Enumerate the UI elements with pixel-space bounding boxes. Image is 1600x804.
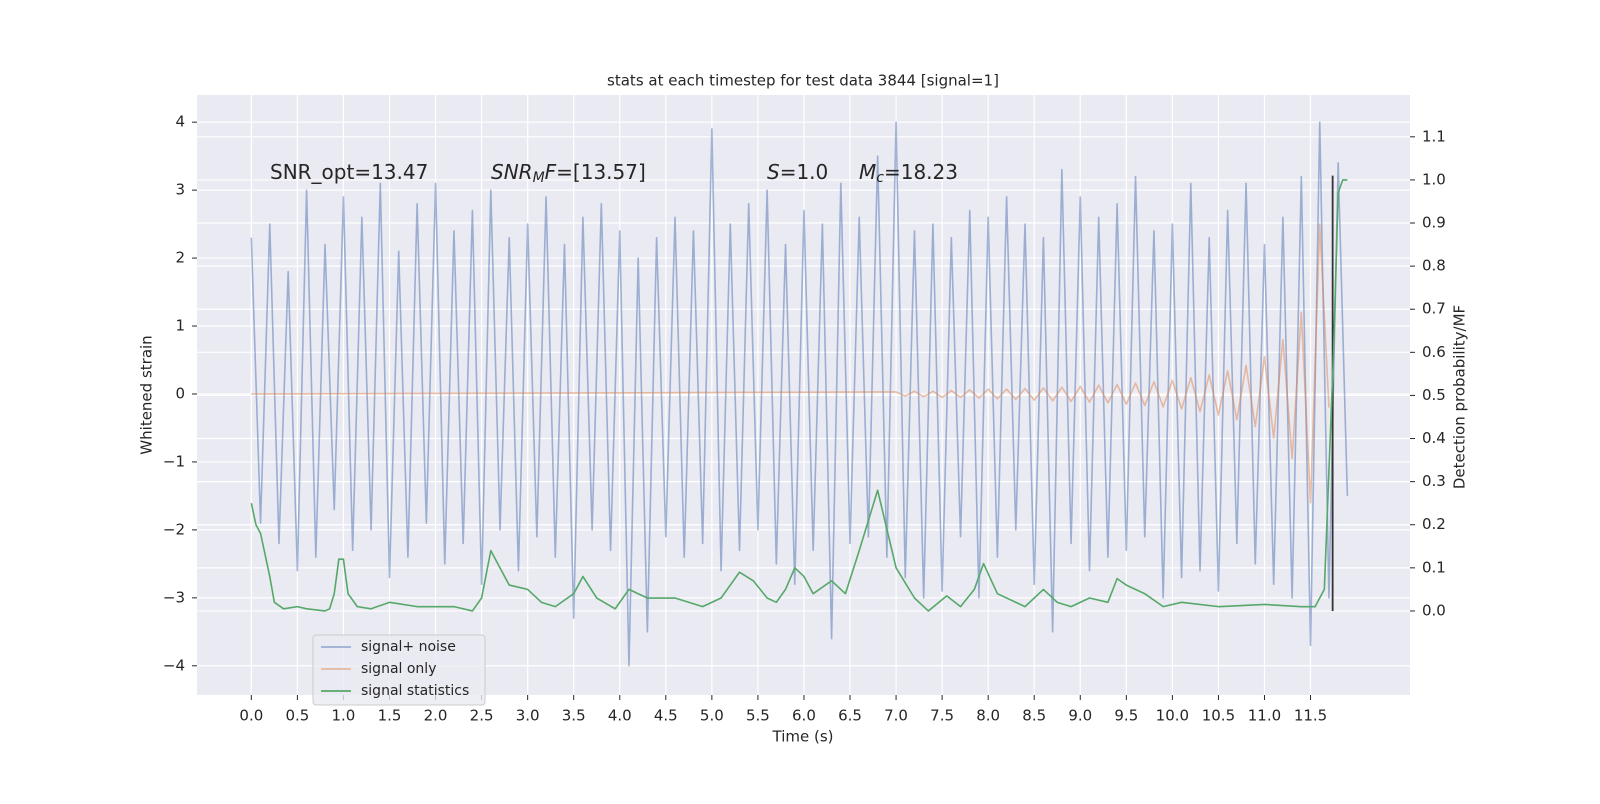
x-tick-label: 2.0 <box>424 707 448 725</box>
y2-tick-label: 0.4 <box>1422 429 1446 447</box>
x-tick-label: 11.0 <box>1248 707 1281 725</box>
annotation-part: F <box>545 160 557 184</box>
annotation: SNR_opt=13.47 <box>270 160 428 184</box>
y2-tick-label: 0.0 <box>1422 601 1446 619</box>
annotation-part: =1.0 <box>780 160 829 184</box>
series-line <box>250 121 1349 667</box>
legend-label: signal statistics <box>361 683 469 699</box>
annotation-part: c <box>876 170 884 186</box>
x-tick-label: 4.5 <box>654 707 678 725</box>
y2-tick-label: 1.0 <box>1422 170 1446 188</box>
x-tick-label: 6.0 <box>792 707 816 725</box>
y-tick-label: −4 <box>163 656 185 674</box>
x-tick-label: 7.0 <box>884 707 908 725</box>
y2-tick-label: 1.1 <box>1422 127 1446 145</box>
x-tick-label: 10.0 <box>1156 707 1189 725</box>
x-tick-label: 1.5 <box>378 707 402 725</box>
x-tick-label: 9.0 <box>1068 707 1092 725</box>
x-tick-label: 0.0 <box>239 707 263 725</box>
y-tick-label: 2 <box>175 249 185 267</box>
y2-tick-label: 0.8 <box>1422 257 1446 275</box>
annotation: SNRMF=[13.57] <box>491 160 646 187</box>
y2-tick-label: 0.2 <box>1422 515 1446 533</box>
annotation-part: M <box>859 160 876 184</box>
x-tick-label: 3.5 <box>562 707 586 725</box>
x-tick-label: 5.5 <box>746 707 770 725</box>
annotation-part: =18.23 <box>884 160 958 184</box>
chart-title: stats at each timestep for test data 384… <box>607 72 999 90</box>
y2-tick-label: 0.5 <box>1422 386 1446 404</box>
legend-box <box>312 634 486 706</box>
annotation-part: =[13.57] <box>556 160 646 184</box>
series-line <box>250 179 1348 612</box>
y-tick-label: 0 <box>175 384 185 402</box>
y-tick-label: 4 <box>175 113 185 131</box>
y2-tick-label: 0.9 <box>1422 214 1446 232</box>
x-tick-label: 5.0 <box>700 707 724 725</box>
x-tick-label: 8.5 <box>1022 707 1046 725</box>
y-tick-label: 3 <box>175 181 185 199</box>
x-tick-label: 11.5 <box>1294 707 1327 725</box>
annotation: Mc=18.23 <box>859 160 958 187</box>
annotation-part: SNR <box>491 160 533 184</box>
y2-tick-label: 0.7 <box>1422 300 1446 318</box>
x-tick-label: 3.0 <box>516 707 540 725</box>
x-tick-label: 7.5 <box>930 707 954 725</box>
y2-axis-label: Detection probability/MF <box>1451 305 1469 489</box>
y-tick-label: −2 <box>163 520 185 538</box>
annotation-part: S <box>767 160 780 184</box>
y2-tick-label: 0.1 <box>1422 558 1446 576</box>
x-tick-label: 10.5 <box>1202 707 1235 725</box>
y2-tick-label: 0.6 <box>1422 343 1446 361</box>
y-tick-label: −1 <box>163 452 185 470</box>
series-line <box>251 223 1330 504</box>
x-tick-label: 6.5 <box>838 707 862 725</box>
legend-label: signal only <box>361 661 436 677</box>
annotation-part: SNR_opt=13.47 <box>270 160 428 184</box>
x-tick-label: 0.5 <box>285 707 309 725</box>
legend-label: signal+ noise <box>361 639 456 655</box>
x-tick-label: 2.5 <box>470 707 494 725</box>
y2-tick-label: 0.3 <box>1422 472 1446 490</box>
x-tick-label: 8.0 <box>976 707 1000 725</box>
x-tick-label: 4.0 <box>608 707 632 725</box>
annotation: S=1.0 <box>767 160 828 184</box>
y-tick-label: −3 <box>163 588 185 606</box>
x-tick-label: 1.0 <box>332 707 356 725</box>
y-axis-label: Whitened strain <box>138 335 156 454</box>
annotation-part: M <box>533 170 545 186</box>
x-axis-label: Time (s) <box>772 728 834 746</box>
y-tick-label: 1 <box>175 317 185 335</box>
x-tick-label: 9.5 <box>1114 707 1138 725</box>
